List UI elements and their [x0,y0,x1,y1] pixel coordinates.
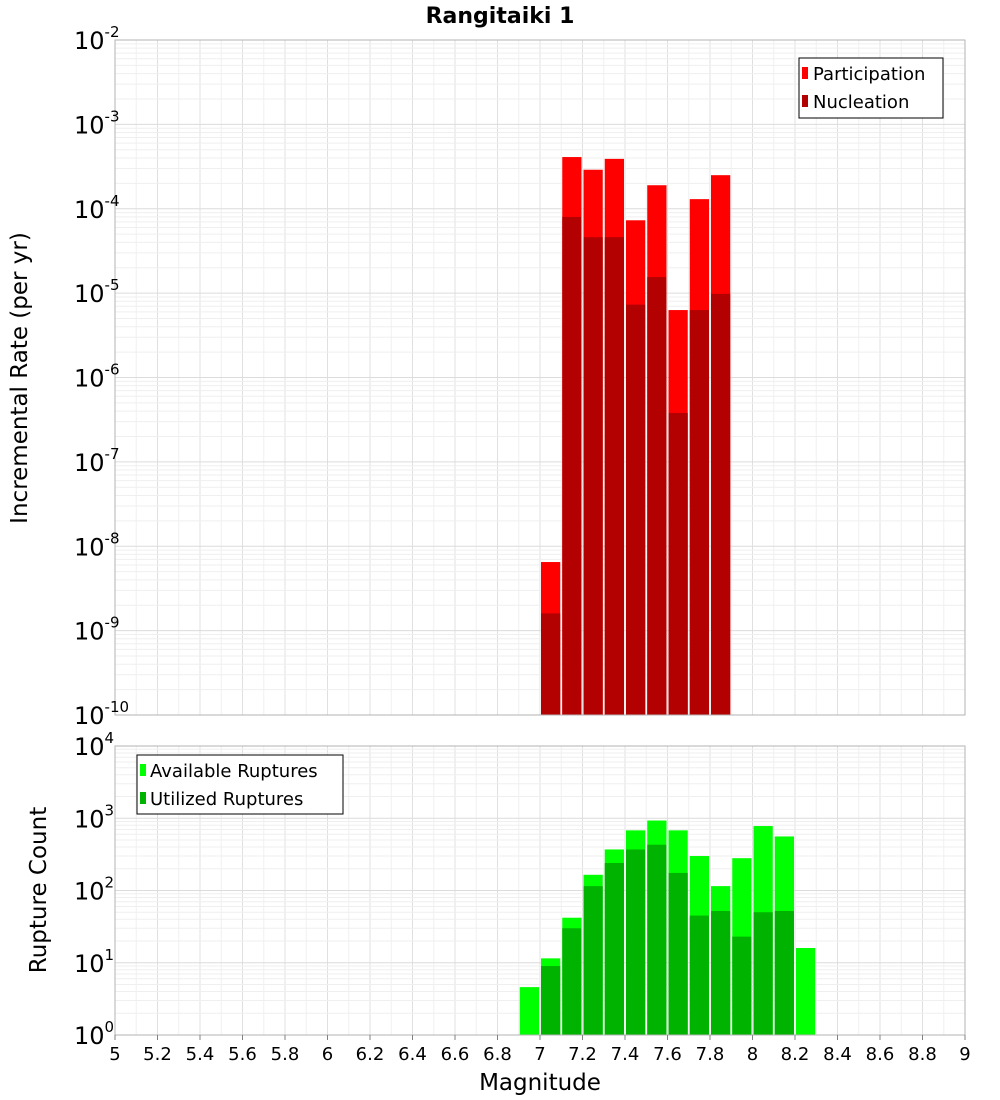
count-bar-utilized-ruptures [774,911,794,1035]
count-y-tick-label: 100 [74,1018,114,1050]
count-x-ticks: 5 5.2 5.4 5.6 5.8 6 6.2 6.4 6.6 6.8 7 7.2 7.4 7.6 7.8 8… [109,1035,971,1065]
x-tick-label: 5.6 [228,1044,257,1065]
rate-y-tick-label: 10-4 [74,192,120,224]
x-tick-label: 6.6 [441,1044,470,1065]
rate-bar-nucleation [604,237,624,715]
rate-bar-nucleation [626,304,646,715]
count-bar-utilized-ruptures [562,928,582,1035]
utilized-legend-label: Utilized Ruptures [150,789,303,810]
rate-panel: 10-10 10-9 10-8 10-7 10-6 10-5 10-4 10-3 10-2 In… [7,23,966,730]
count-bars [519,820,816,1035]
x-tick-label: 5.2 [143,1044,172,1065]
count-y-tick-label: 104 [74,729,114,761]
rate-plot-frame [114,39,966,716]
x-tick-label: 5.4 [186,1044,215,1065]
rate-y-tick-label: 10-3 [74,107,120,139]
rate-y-ticks: 10-10 10-9 10-8 10-7 10-6 10-5 10-4 10-3 10-2 [74,23,129,730]
x-tick-label: 8.8 [908,1044,937,1065]
x-tick-label: 5 [109,1044,120,1065]
rate-legend: Participation Nucleation [798,57,944,119]
count-bar-utilized-ruptures [689,915,709,1035]
available-legend-label: Available Ruptures [150,761,318,782]
count-y-tick-label: 102 [74,874,114,906]
count-y-tick-label: 103 [74,801,114,833]
x-axis-label: Magnitude [479,1070,601,1096]
count-y-ticks: 100 101 102 103 104 [74,729,114,1050]
count-legend: Available Ruptures Utilized Ruptures [136,754,344,815]
rate-bar-nucleation [668,412,688,715]
count-bar-utilized-ruptures [753,912,773,1035]
count-panel: 100 101 102 103 104 5 5.2 5.4 5.6 5.8 6 6.2 6.4 6.6 6… [26,729,971,1096]
count-bar-utilized-ruptures [541,966,561,1035]
rate-legend-box [798,57,944,119]
x-tick-label: 8 [747,1044,758,1065]
rate-bars [541,157,731,716]
participation-legend-label: Participation [813,64,925,85]
count-bar-available-ruptures [796,948,816,1035]
x-tick-label: 7 [534,1044,545,1065]
rate-bar-nucleation [583,237,603,715]
rate-y-tick-label: 10-7 [74,445,120,477]
rate-y-tick-label: 10-10 [74,698,129,730]
participation-legend-swatch [802,67,808,79]
count-bar-utilized-ruptures [583,886,603,1035]
rate-bar-nucleation [711,293,731,715]
nucleation-legend-swatch [802,95,808,107]
x-tick-label: 8.2 [781,1044,810,1065]
x-tick-label: 7.4 [611,1044,640,1065]
x-tick-label: 9 [959,1044,970,1065]
rate-y-tick-label: 10-6 [74,361,120,393]
x-tick-label: 8.4 [823,1044,852,1065]
x-tick-label: 5.8 [271,1044,300,1065]
count-bar-utilized-ruptures [668,872,688,1035]
count-y-axis-label: Rupture Count [26,807,52,973]
rate-bar-nucleation [541,613,561,715]
rate-y-tick-label: 10-8 [74,529,120,561]
available-legend-swatch [140,764,146,776]
x-tick-label: 7.8 [696,1044,725,1065]
x-tick-label: 6.8 [483,1044,512,1065]
count-bar-utilized-ruptures [604,863,624,1035]
nucleation-legend-label: Nucleation [813,92,909,113]
utilized-legend-swatch [140,792,146,804]
rate-bar-nucleation [562,216,582,715]
x-tick-label: 7.2 [568,1044,597,1065]
x-tick-label: 6.4 [398,1044,427,1065]
count-bar-utilized-ruptures [626,849,646,1035]
count-bar-available-ruptures [519,987,539,1035]
x-tick-label: 6.2 [356,1044,385,1065]
rate-bar-nucleation [689,310,709,715]
rate-y-axis-label: Incremental Rate (per yr) [7,232,33,524]
x-tick-label: 7.6 [653,1044,682,1065]
x-tick-label: 8.6 [866,1044,895,1065]
count-bar-utilized-ruptures [711,911,731,1035]
count-bar-utilized-ruptures [647,844,667,1035]
rate-y-tick-label: 10-2 [74,23,120,55]
count-legend-box [136,754,344,815]
rate-y-tick-label: 10-9 [74,614,120,646]
rate-bar-nucleation [647,277,667,715]
count-y-tick-label: 101 [74,946,114,978]
chart-title: Rangitaiki 1 [426,4,575,29]
rate-y-tick-label: 10-5 [74,276,120,308]
rate-grid [114,40,966,716]
count-bar-utilized-ruptures [732,936,752,1035]
x-tick-label: 6 [322,1044,333,1065]
